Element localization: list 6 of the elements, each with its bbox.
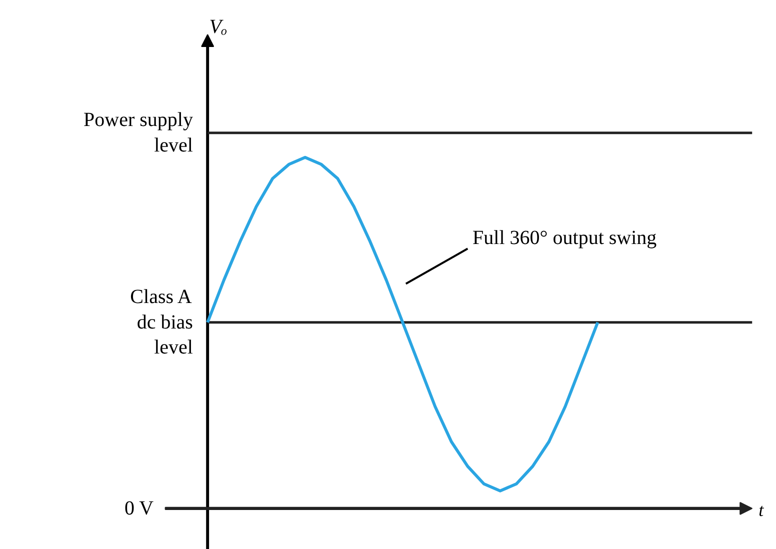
ref-line-label: Class A dc bias level bbox=[130, 286, 194, 359]
x-axis-title: t bbox=[758, 500, 765, 520]
ref-line-label: 0 V bbox=[124, 497, 154, 520]
ref-line-label: Power supply level bbox=[84, 109, 194, 156]
annotation: Full 360° output swing bbox=[472, 227, 657, 250]
text: Vₒ bbox=[209, 16, 228, 38]
